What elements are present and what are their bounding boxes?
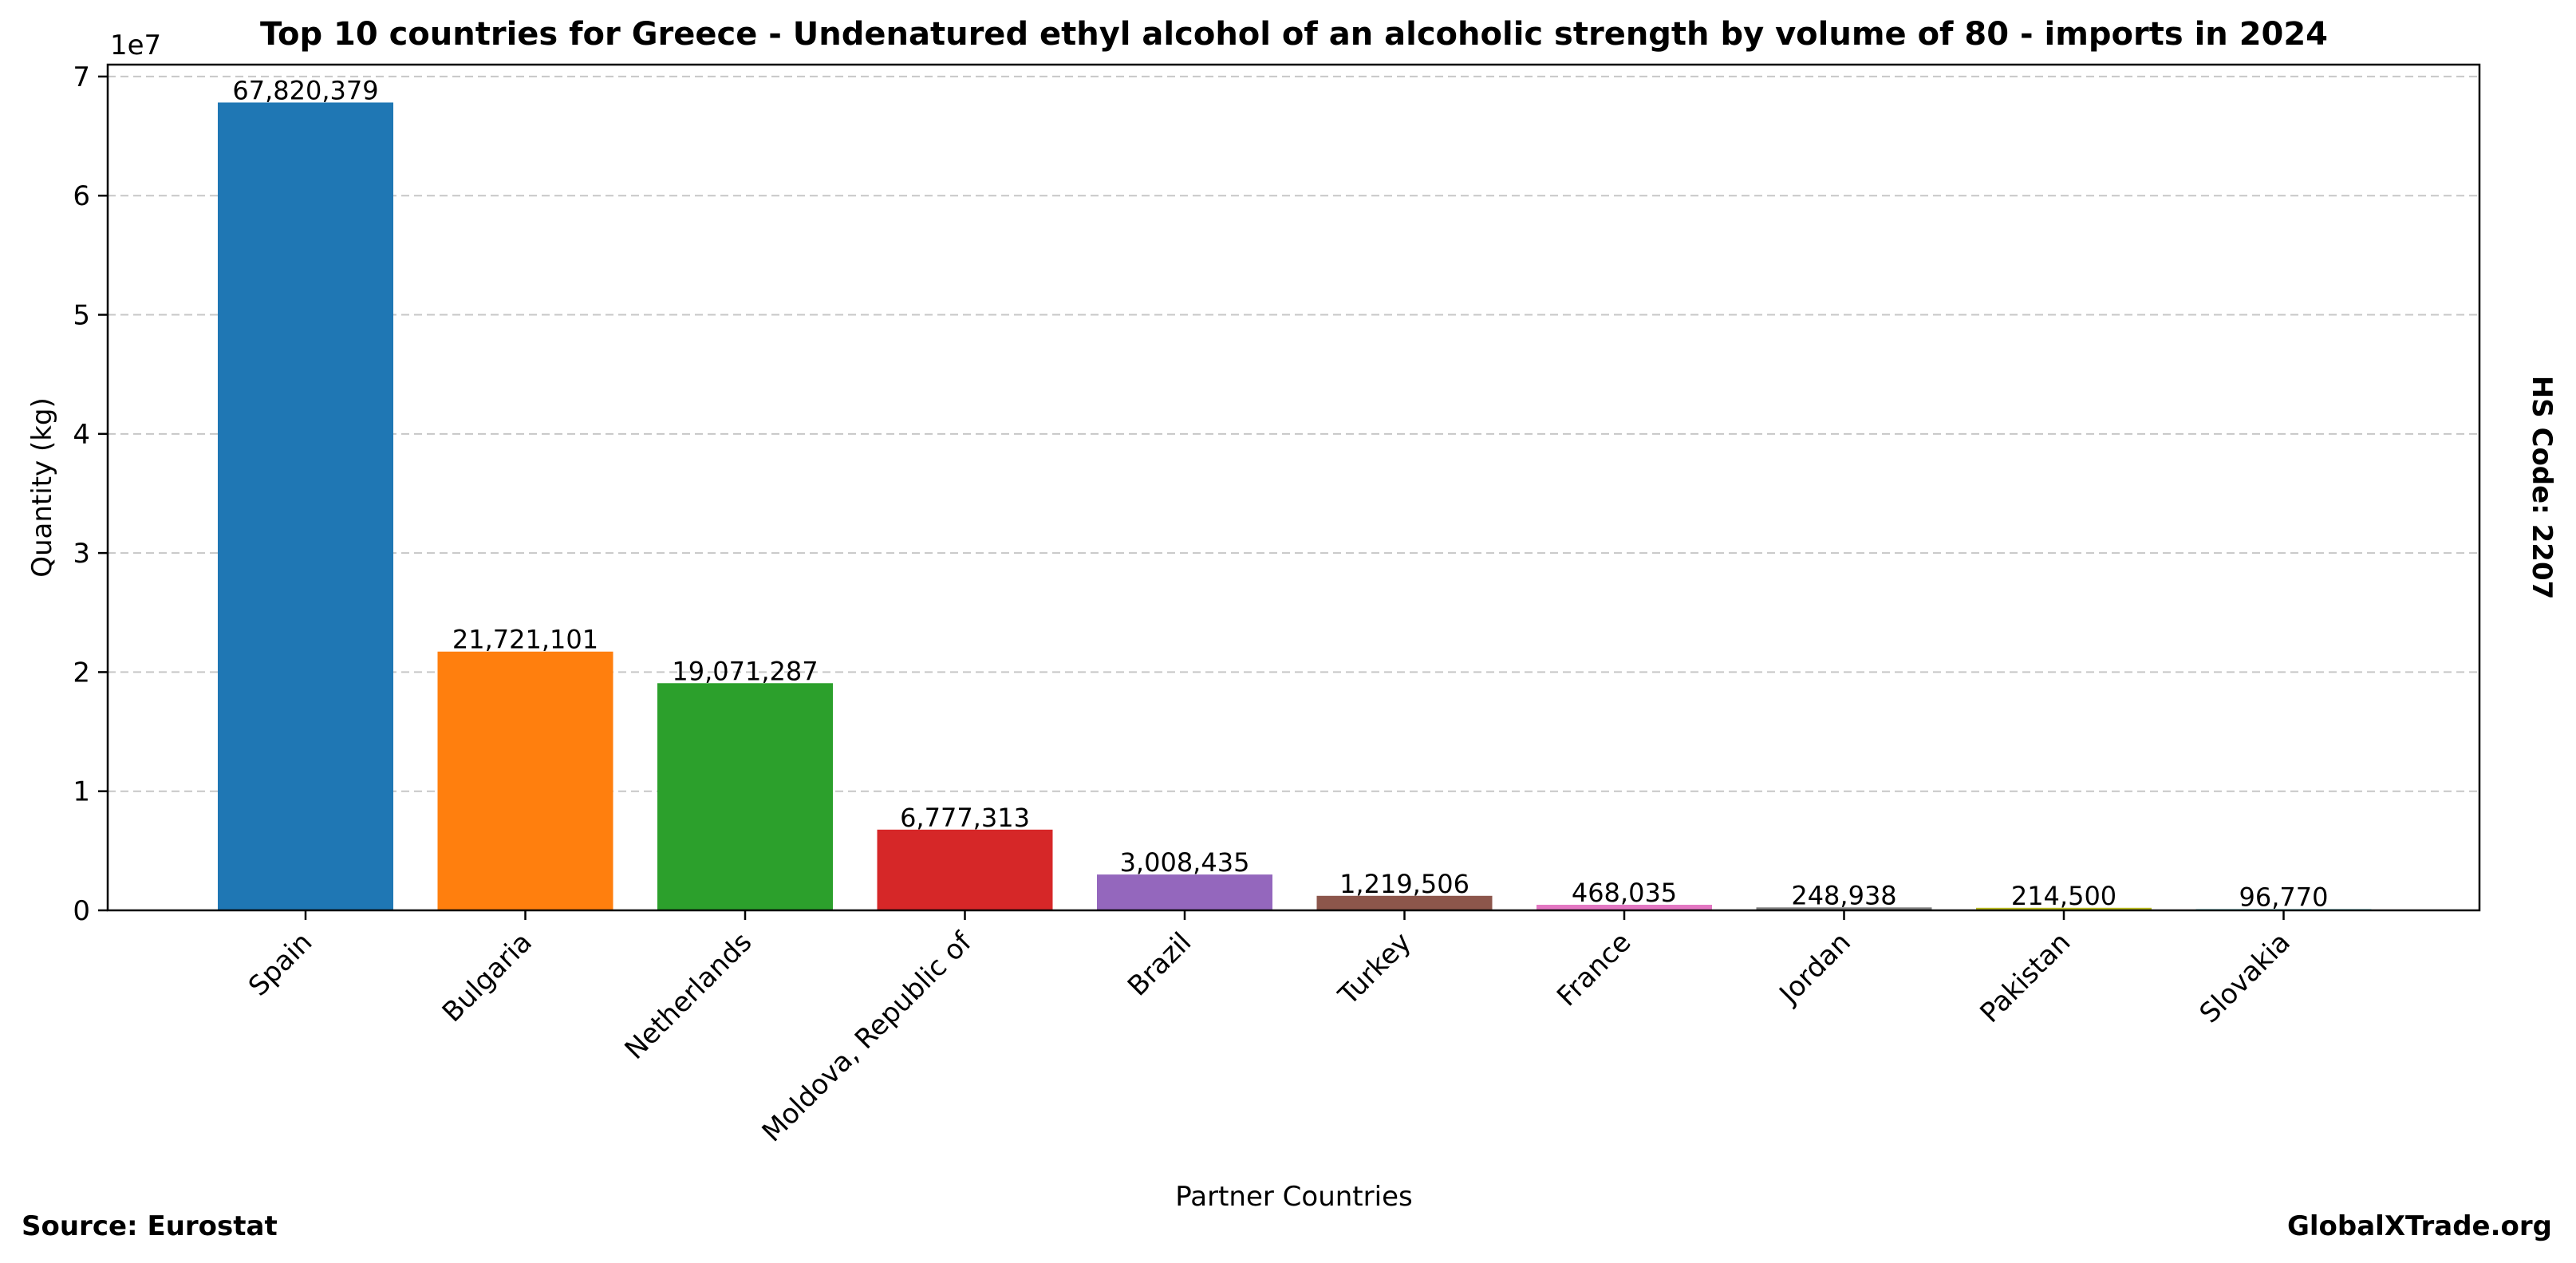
bar bbox=[438, 652, 613, 910]
y-tick-label: 7 bbox=[73, 61, 90, 93]
y-tick-label: 4 bbox=[73, 419, 90, 451]
y-tick-label: 2 bbox=[73, 657, 90, 689]
bar bbox=[878, 830, 1053, 910]
y-axis-offset-label: 1e7 bbox=[110, 30, 161, 61]
bar-chart: Top 10 countries for Greece - Undenature… bbox=[0, 0, 2576, 1263]
bar bbox=[218, 102, 393, 910]
bars bbox=[218, 102, 2372, 910]
y-axis-ticks: 0 1 2 3 4 5 6 7 bbox=[73, 61, 108, 927]
y-tick-label: 6 bbox=[73, 180, 90, 212]
x-tick-label: Bulgaria bbox=[436, 926, 538, 1028]
y-tick-label: 0 bbox=[73, 895, 90, 927]
brand-watermark: GlobalXTrade.org bbox=[2287, 1210, 2552, 1242]
value-label: 67,820,379 bbox=[232, 75, 378, 105]
x-tick-label: Brazil bbox=[1122, 926, 1197, 1002]
x-tick-label: France bbox=[1551, 926, 1637, 1012]
chart-title: Top 10 countries for Greece - Undenature… bbox=[260, 16, 2328, 53]
x-tick-label: Pakistan bbox=[1974, 926, 2077, 1029]
hs-code-label: HS Code: 2207 bbox=[2526, 376, 2558, 600]
bar bbox=[1097, 874, 1272, 910]
value-label: 21,721,101 bbox=[452, 625, 598, 655]
y-axis-label: Quantity (kg) bbox=[26, 397, 58, 578]
value-label: 19,071,287 bbox=[672, 656, 818, 686]
bar bbox=[657, 683, 833, 910]
value-label: 3,008,435 bbox=[1120, 847, 1250, 878]
y-tick-label: 5 bbox=[73, 300, 90, 332]
value-label: 214,500 bbox=[2011, 881, 2116, 911]
source-note: Source: Eurostat bbox=[22, 1210, 278, 1242]
value-label: 6,777,313 bbox=[900, 803, 1030, 833]
y-tick-label: 3 bbox=[73, 538, 90, 570]
x-tick-label: Spain bbox=[243, 926, 318, 1002]
y-tick-label: 1 bbox=[73, 776, 90, 808]
value-label: 248,938 bbox=[1791, 880, 1896, 910]
x-tick-label: Moldova, Republic of bbox=[756, 926, 979, 1148]
x-tick-label: Jordan bbox=[1773, 926, 1857, 1011]
value-label: 468,035 bbox=[1572, 878, 1677, 908]
value-label: 1,219,506 bbox=[1339, 869, 1469, 899]
x-tick-label: Slovakia bbox=[2194, 926, 2297, 1029]
x-tick-label: Turkey bbox=[1332, 926, 1418, 1012]
x-axis-label: Partner Countries bbox=[1175, 1181, 1412, 1213]
x-tick-label: Netherlands bbox=[619, 926, 759, 1066]
value-label: 96,770 bbox=[2239, 882, 2329, 913]
